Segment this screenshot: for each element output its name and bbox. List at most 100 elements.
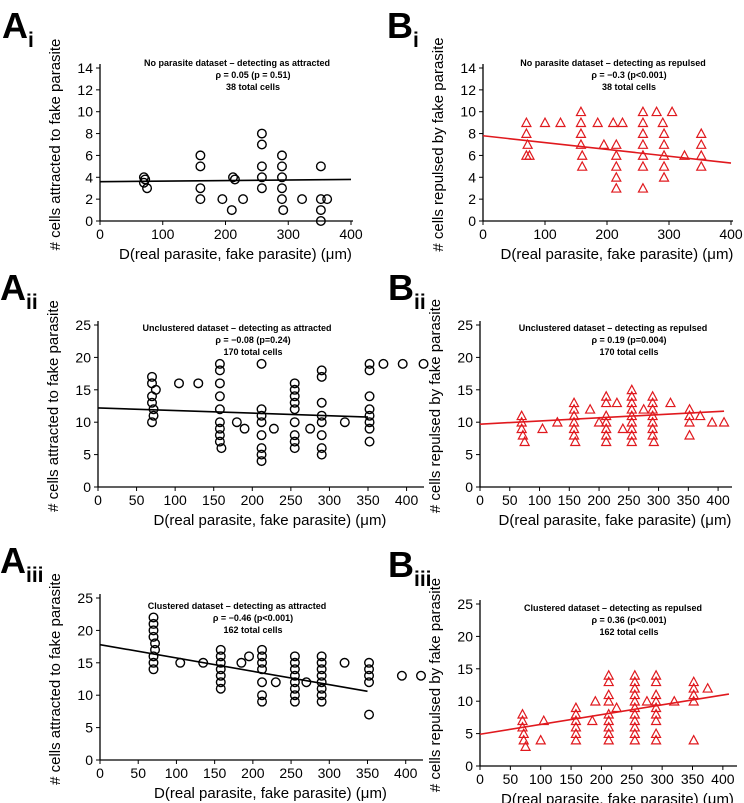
data-point xyxy=(215,651,226,662)
y-tick-label: 5 xyxy=(465,447,473,463)
data-point xyxy=(626,403,638,414)
panel-label: Biii xyxy=(388,544,432,591)
data-point xyxy=(289,690,300,701)
data-point xyxy=(256,443,267,454)
x-tick-label: 0 xyxy=(94,492,102,508)
data-point xyxy=(626,422,638,434)
data-point xyxy=(322,194,333,205)
data-point xyxy=(396,670,407,681)
annotation-line: Unclustered dataset – detecting as repul… xyxy=(519,323,708,333)
data-point xyxy=(215,670,226,681)
data-point xyxy=(648,435,660,447)
data-point xyxy=(568,416,580,427)
x-tick-label: 250 xyxy=(620,771,644,787)
data-point xyxy=(603,669,615,680)
data-point xyxy=(688,682,700,693)
x-tick-label: 400 xyxy=(394,765,418,781)
data-point xyxy=(666,105,678,117)
y-tick-label: 14 xyxy=(77,60,93,76)
data-point xyxy=(603,734,615,745)
data-point xyxy=(297,194,308,205)
data-point xyxy=(600,409,612,421)
data-point xyxy=(256,410,267,421)
data-point xyxy=(637,116,649,128)
data-point xyxy=(148,612,159,623)
data-point xyxy=(214,365,225,376)
x-tick-label: 100 xyxy=(528,492,552,508)
data-point xyxy=(215,683,226,694)
data-point xyxy=(520,740,532,751)
data-point xyxy=(215,677,226,688)
data-point xyxy=(629,721,641,732)
annotation-line: Clustered dataset – detecting as attract… xyxy=(148,601,327,611)
data-point xyxy=(364,677,375,688)
data-point xyxy=(626,435,638,447)
data-point xyxy=(570,721,582,732)
data-point xyxy=(657,116,669,128)
data-point xyxy=(236,657,247,668)
data-point xyxy=(289,696,300,707)
data-point xyxy=(215,644,226,655)
data-point xyxy=(584,403,596,414)
data-point xyxy=(600,390,612,401)
data-point xyxy=(629,688,641,700)
data-point xyxy=(568,396,580,408)
data-point xyxy=(316,664,327,675)
annotation-line: ρ = 0.05 (p = 0.51) xyxy=(215,70,290,80)
y-tick-label: 10 xyxy=(75,414,91,430)
data-point xyxy=(589,695,601,706)
data-point xyxy=(658,171,670,182)
data-point xyxy=(637,105,649,117)
data-point xyxy=(668,695,680,706)
data-point xyxy=(148,410,159,421)
x-tick-label: 150 xyxy=(559,771,583,787)
data-point xyxy=(289,651,300,662)
x-tick-label: 400 xyxy=(706,492,730,508)
data-point xyxy=(626,416,638,427)
panel-aii: Aii Unclustered dataset – detecting as at… xyxy=(0,267,429,529)
panel-label: Ai xyxy=(2,5,34,52)
x-tick-label: 50 xyxy=(502,492,518,508)
data-point xyxy=(570,727,582,739)
data-point xyxy=(195,161,206,172)
data-point xyxy=(695,160,707,171)
data-point xyxy=(150,638,161,649)
data-point xyxy=(593,416,605,427)
data-point xyxy=(148,625,159,636)
data-point xyxy=(316,690,327,701)
data-point xyxy=(536,422,549,434)
data-point xyxy=(278,205,289,216)
data-point xyxy=(520,149,532,160)
data-point xyxy=(568,422,580,434)
panel-aiii: Aiii Clustered dataset – detecting as att… xyxy=(0,540,427,802)
data-point xyxy=(256,128,267,139)
y-tick-label: 5 xyxy=(83,447,91,463)
data-point xyxy=(637,182,649,193)
x-tick-label: 300 xyxy=(657,226,681,242)
data-point xyxy=(257,677,268,688)
x-tick-label: 0 xyxy=(96,765,104,781)
data-point xyxy=(305,423,316,434)
x-axis-label: D(real parasite, fake parasite) (μm) xyxy=(501,791,734,803)
data-point xyxy=(316,430,327,441)
data-point xyxy=(598,138,610,149)
annotation-line: 162 total cells xyxy=(223,625,282,635)
data-point xyxy=(256,161,267,172)
fit-line xyxy=(482,134,732,164)
data-point xyxy=(316,417,327,428)
data-point xyxy=(603,714,615,726)
data-point xyxy=(647,390,659,401)
data-point xyxy=(626,396,638,408)
data-point xyxy=(568,403,580,414)
data-point xyxy=(339,657,350,668)
x-tick-label: 150 xyxy=(202,492,226,508)
data-point xyxy=(650,734,662,745)
data-point xyxy=(289,384,300,395)
x-tick-label: 50 xyxy=(129,492,145,508)
data-point xyxy=(256,417,267,428)
data-point xyxy=(316,696,327,707)
x-tick-label: 300 xyxy=(318,765,342,781)
data-point xyxy=(570,701,582,713)
panel-label-sub: iii xyxy=(414,568,432,591)
panel-biii: Biii Clustered dataset – detecting as rep… xyxy=(388,544,737,803)
